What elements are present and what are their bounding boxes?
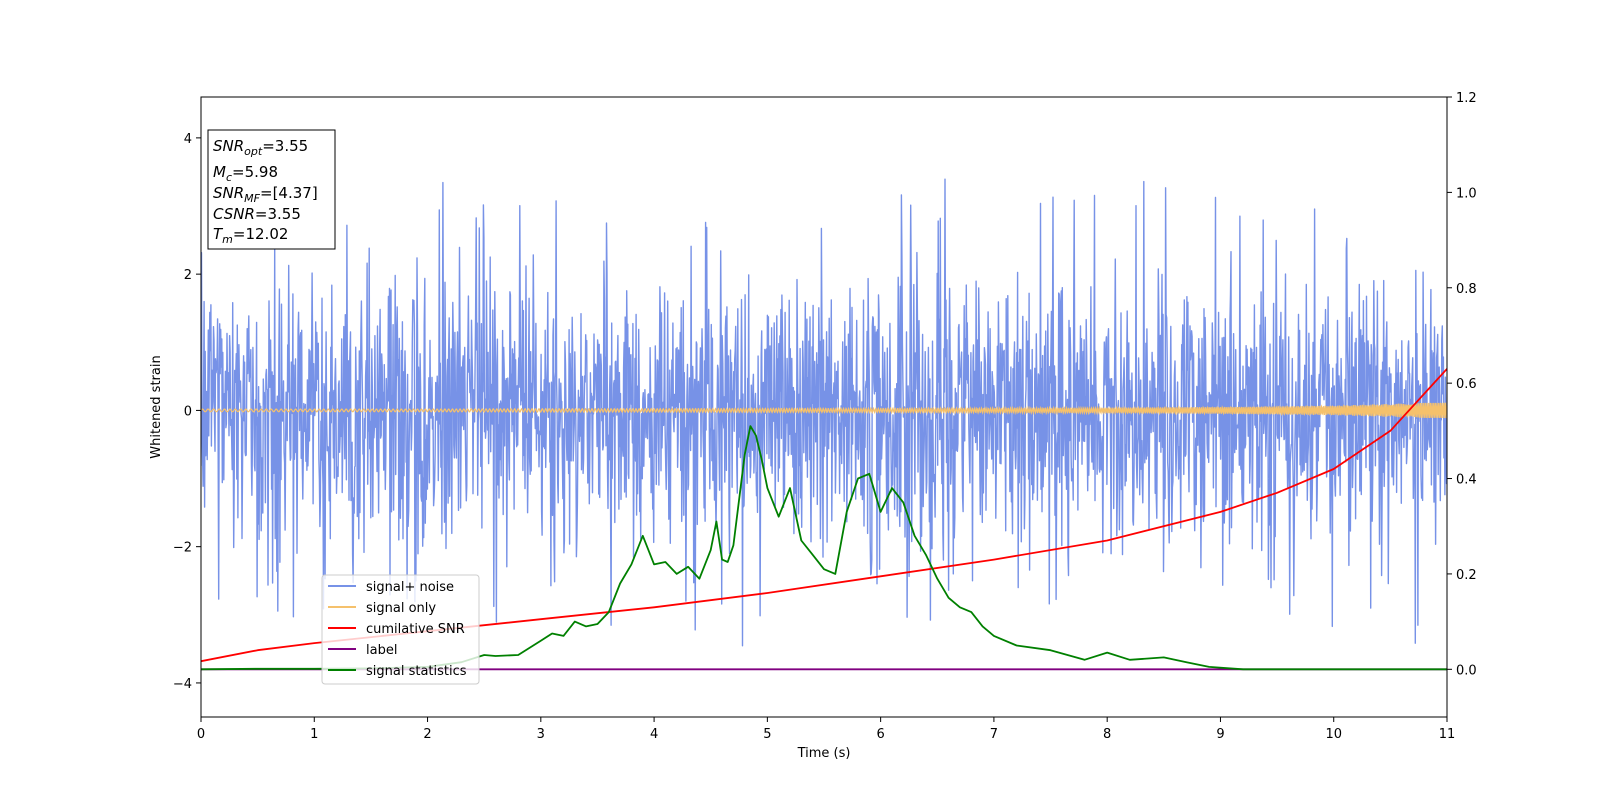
x-tick-label-11: 11 — [1439, 727, 1456, 742]
svg-text:SNRMF=[4.37]: SNRMF=[4.37] — [213, 184, 318, 205]
y-left-tick-label-2: 0 — [184, 404, 192, 419]
y-right-tick-label-6: 1.2 — [1456, 91, 1477, 106]
legend-label-label: label — [366, 643, 397, 658]
x-tick-label-9: 9 — [1216, 727, 1224, 742]
y-axis-label: Whitened strain — [149, 355, 164, 458]
svg-text:CSNR=3.55: CSNR=3.55 — [213, 205, 301, 223]
x-tick-label-7: 7 — [990, 727, 998, 742]
svg-text:SNRopt=3.55: SNRopt=3.55 — [213, 137, 308, 158]
x-tick-label-4: 4 — [650, 727, 658, 742]
svg-text:Tm=12.02: Tm=12.02 — [213, 225, 288, 246]
y-right-tick-label-2: 0.4 — [1456, 473, 1477, 488]
annotation-box: SNRopt=3.55 Mc=5.98 SNRMF=[4.37] CSNR=3.… — [207, 129, 336, 250]
x-tick-label-10: 10 — [1325, 727, 1342, 742]
svg-text:Mc=5.98: Mc=5.98 — [213, 163, 278, 184]
y-left-tick-label-3: 2 — [184, 268, 192, 283]
y-right-tick-label-1: 0.2 — [1456, 568, 1477, 583]
y-right-tick-label-4: 0.8 — [1456, 282, 1477, 297]
ticks: 0 1 2 3 4 5 6 7 8 9 10 11 −4 −2 0 2 4 0.0 0.2 0.4 0.6 0.8 1.0 1… — [173, 91, 1477, 742]
legend-item-signal-statistics: signal statistics — [328, 664, 467, 679]
legend-label-signal-noise: signal+ noise — [366, 580, 454, 595]
y-right-tick-label-3: 0.6 — [1456, 377, 1477, 392]
annotation-snr-mf: [4.37] — [273, 184, 318, 202]
legend-label-signal-only: signal only — [366, 601, 436, 616]
y-left-tick-label-0: −4 — [173, 677, 192, 692]
annotation-tm: 12.02 — [245, 225, 288, 243]
y-left-tick-label-4: 4 — [184, 132, 192, 147]
x-axis-label: Time (s) — [797, 746, 851, 761]
x-tick-label-5: 5 — [763, 727, 771, 742]
x-tick-label-1: 1 — [310, 727, 318, 742]
legend-label-cumulative-snr: cumilative SNR — [366, 622, 465, 637]
legend: signal+ noise signal only cumilative SNR… — [321, 574, 480, 685]
annotation-mc: 5.98 — [245, 163, 278, 181]
series-signal-statistics-line — [201, 425, 1447, 671]
y-right-tick-label-0: 0.0 — [1456, 663, 1477, 678]
series-signal-noise-line — [201, 178, 1447, 647]
y-right-tick-label-5: 1.0 — [1456, 186, 1477, 201]
x-tick-label-2: 2 — [423, 727, 431, 742]
series-signal-only-line — [201, 402, 1447, 419]
x-tick-label-0: 0 — [197, 727, 205, 742]
x-tick-label-3: 3 — [537, 727, 545, 742]
x-tick-label-8: 8 — [1103, 727, 1111, 742]
legend-label-signal-statistics: signal statistics — [366, 664, 467, 679]
legend-item-signal-only: signal only — [328, 601, 436, 616]
plot-frame — [200, 96, 1448, 718]
annotation-csnr: 3.55 — [268, 205, 301, 223]
legend-item-cumulative-snr: cumilative SNR — [328, 622, 465, 637]
legend-item-signal-noise: signal+ noise — [328, 580, 454, 595]
annotation-snr-opt: 3.55 — [275, 137, 308, 155]
legend-item-label: label — [328, 643, 397, 658]
y-left-tick-label-1: −2 — [173, 541, 192, 556]
x-tick-label-6: 6 — [876, 727, 884, 742]
